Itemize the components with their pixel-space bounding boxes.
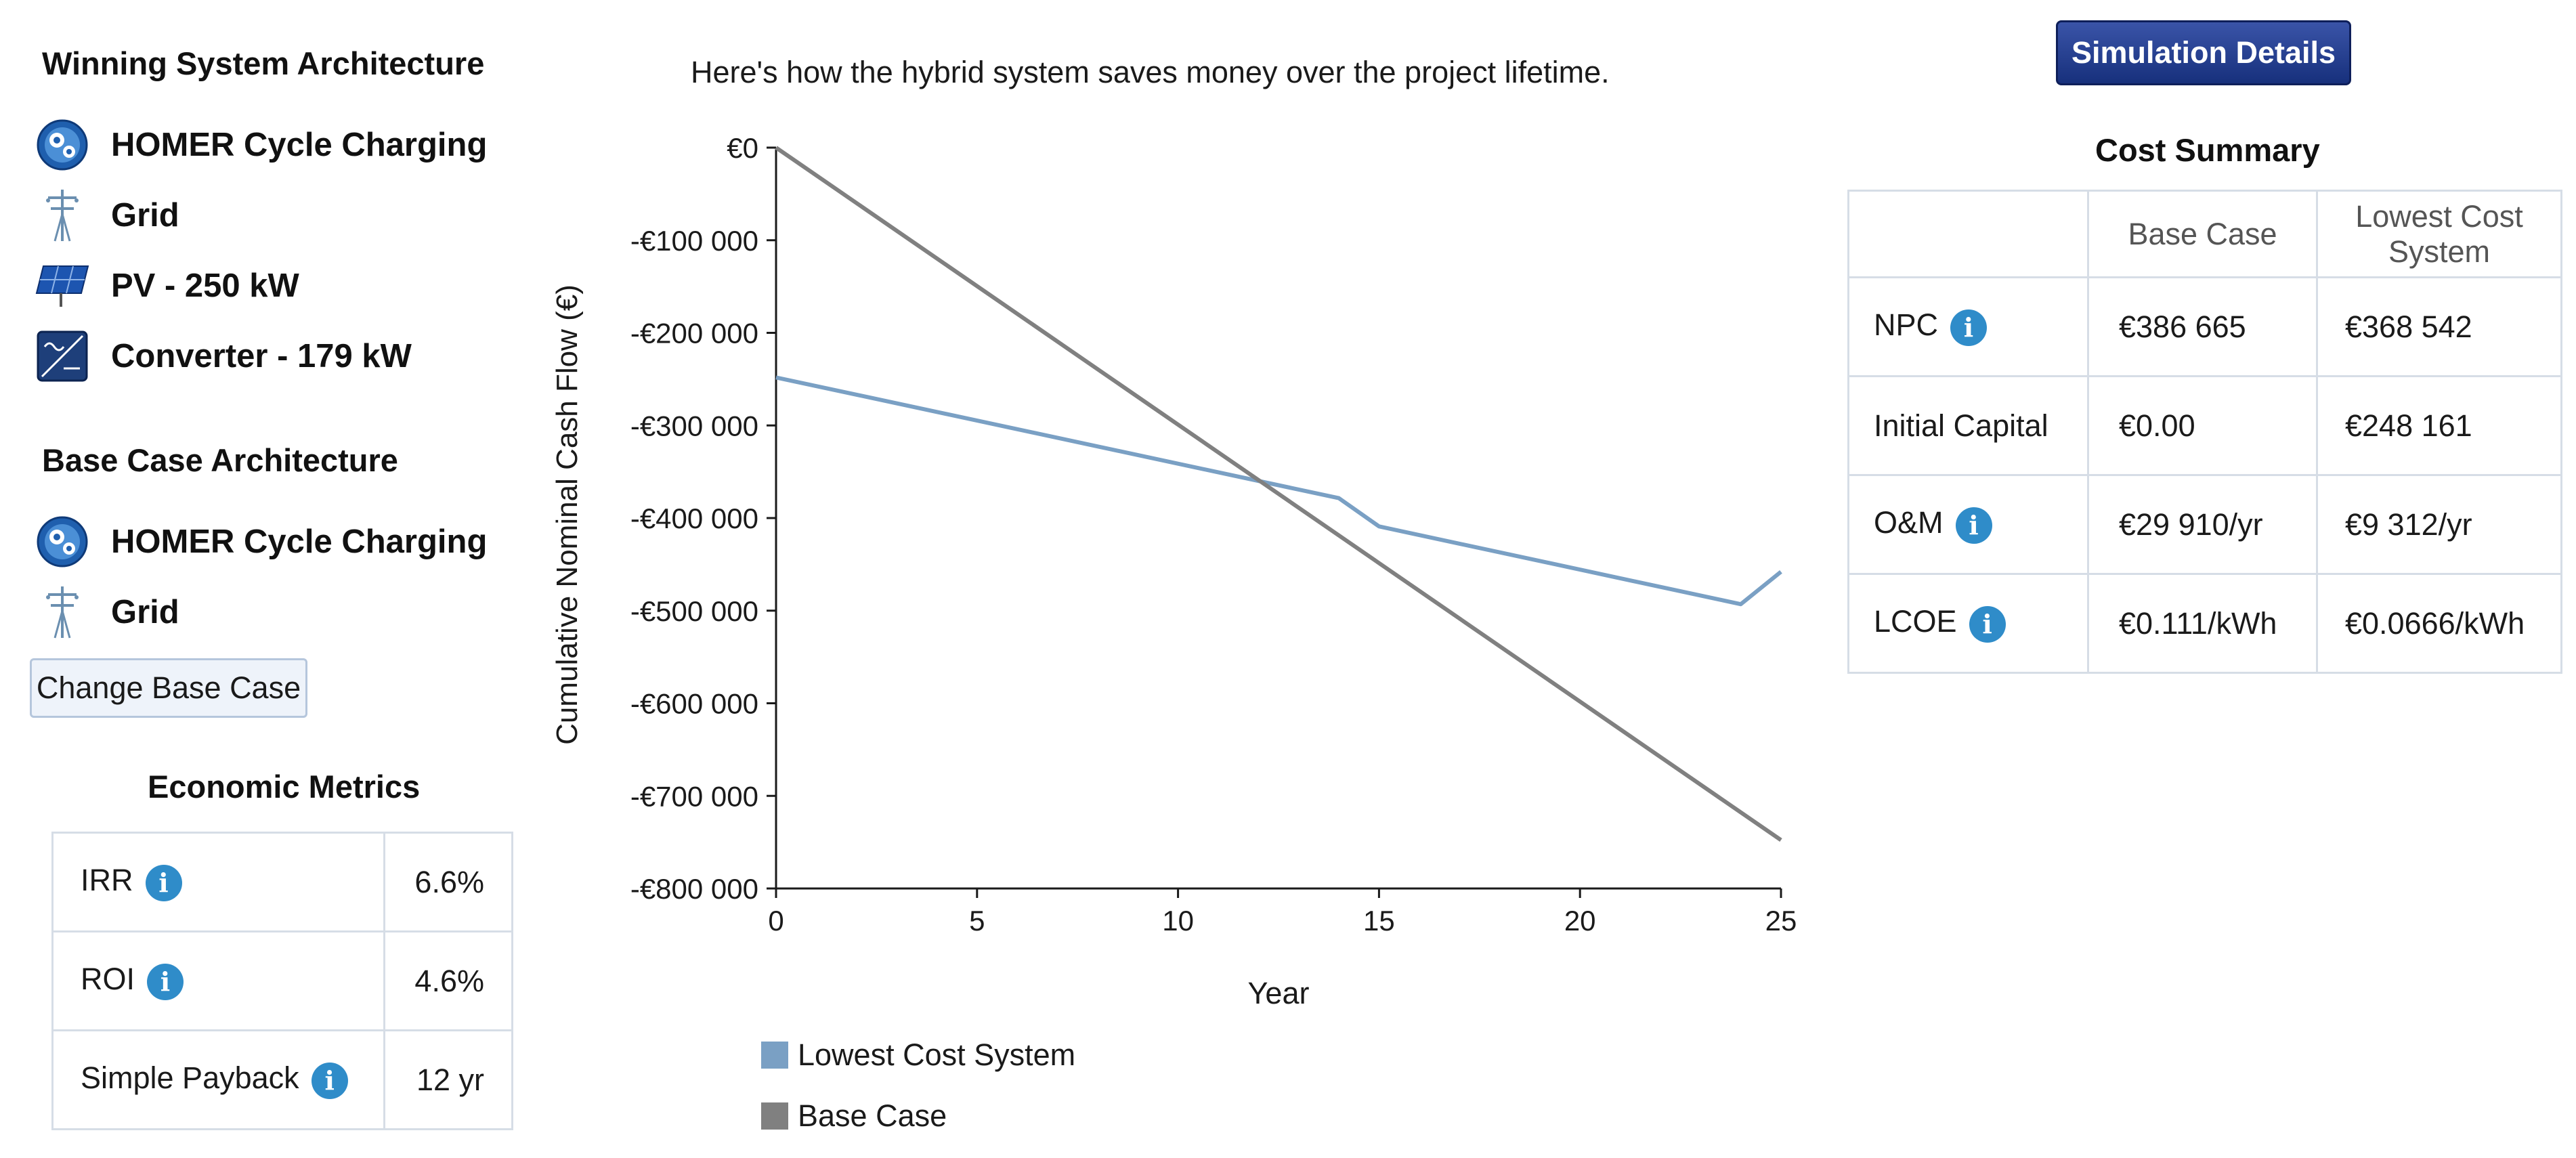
converter-icon <box>34 328 91 385</box>
info-icon[interactable]: i <box>311 1062 348 1099</box>
cost-lowest-value: €248 161 <box>2316 375 2562 476</box>
cost-lowest-value: €368 542 <box>2316 276 2562 377</box>
cost-label: O&M <box>1874 505 1944 540</box>
base-case-architecture-title: Base Case Architecture <box>42 442 398 478</box>
solar-panel-icon <box>34 257 91 314</box>
y-tick-label: -€400 000 <box>630 502 758 534</box>
base-item-label: Grid <box>111 594 179 630</box>
x-tick-label: 25 <box>1765 905 1797 937</box>
y-tick-label: €0 <box>727 132 758 164</box>
table-row: Initial Capital €0.00 €248 161 <box>1847 375 2562 476</box>
legend-swatch-lowest-cost <box>761 1042 788 1069</box>
legend-item-base-case: Base Case <box>761 1098 947 1134</box>
info-icon[interactable]: i <box>1969 605 2006 643</box>
table-row: Base Case Lowest Cost System <box>1847 190 2562 278</box>
metric-label-cell: ROI i <box>51 930 385 1031</box>
grid-tower-icon <box>34 584 91 641</box>
cost-label: NPC <box>1874 307 1939 343</box>
legend-item-lowest-cost: Lowest Cost System <box>761 1037 1075 1073</box>
table-row: Simple Payback i 12 yr <box>51 1029 513 1130</box>
change-base-case-button[interactable]: Change Base Case <box>30 658 307 718</box>
base-item-cycle-charging: HOMER Cycle Charging <box>34 513 487 570</box>
x-tick-label: 20 <box>1564 905 1596 937</box>
y-tick-label: -€200 000 <box>630 318 758 349</box>
y-tick-label: -€100 000 <box>630 225 758 257</box>
winning-item-label: PV - 250 kW <box>111 267 299 304</box>
header-base-case: Base Case <box>2087 190 2318 278</box>
x-tick-label: 0 <box>768 905 783 937</box>
info-icon[interactable]: i <box>147 963 184 1000</box>
series-line-base-case <box>775 146 1782 842</box>
series-line-lowest-cost <box>775 375 1782 607</box>
economic-metrics-title: Economic Metrics <box>148 769 421 805</box>
grid-tower-icon <box>34 187 91 244</box>
metric-label: ROI <box>81 962 135 997</box>
chart-y-axis-label: Cumulative Nominal Cash Flow (€) <box>551 284 584 745</box>
cost-label: LCOE <box>1874 604 1957 639</box>
cost-base-value: €29 910/yr <box>2087 474 2318 575</box>
metric-label: IRR <box>81 863 133 898</box>
info-icon[interactable]: i <box>1955 507 1992 544</box>
info-icon[interactable]: i <box>1950 309 1988 346</box>
header-lowest-cost: Lowest Cost System <box>2316 190 2562 278</box>
legend-swatch-base-case <box>761 1102 788 1130</box>
winning-item-pv: PV - 250 kW <box>34 257 299 314</box>
cost-label-cell: LCOE i <box>1847 573 2089 674</box>
table-row: ROI i 4.6% <box>51 930 513 1031</box>
y-tick-label: -€300 000 <box>630 410 758 442</box>
cost-summary-title: Cost Summary <box>2095 132 2320 168</box>
winning-architecture-title: Winning System Architecture <box>42 45 485 81</box>
legend-label: Lowest Cost System <box>798 1037 1076 1072</box>
table-row: LCOE i €0.111/kWh €0.0666/kWh <box>1847 573 2562 674</box>
chart-x-axis-label: Year <box>1248 976 1310 1010</box>
info-icon[interactable]: i <box>145 864 182 901</box>
y-tick-label: -€600 000 <box>630 688 758 720</box>
x-tick-label: 10 <box>1162 905 1194 937</box>
metric-value: 12 yr <box>383 1029 513 1130</box>
y-tick-label: -€800 000 <box>630 873 758 905</box>
economic-metrics-table: IRR i 6.6% ROI i 4.6% Simple Payback i 12 y… <box>51 832 513 1130</box>
winning-item-converter: Converter - 179 kW <box>34 328 412 385</box>
winning-item-label: HOMER Cycle Charging <box>111 127 488 163</box>
base-item-label: HOMER Cycle Charging <box>111 523 488 560</box>
cost-label-cell: O&M i <box>1847 474 2089 575</box>
winning-item-cycle-charging: HOMER Cycle Charging <box>34 116 487 173</box>
legend-label: Base Case <box>798 1098 947 1133</box>
cycle-charging-icon <box>34 513 91 570</box>
cost-base-value: €0.00 <box>2087 375 2318 476</box>
x-tick-label: 5 <box>969 905 985 937</box>
cost-lowest-value: €0.0666/kWh <box>2316 573 2562 674</box>
y-tick-label: -€700 000 <box>630 780 758 812</box>
simulation-details-button[interactable]: Simulation Details <box>2056 20 2351 85</box>
header-empty-cell <box>1847 190 2089 278</box>
winning-item-label: Converter - 179 kW <box>111 338 412 374</box>
metric-label-cell: IRR i <box>51 832 385 932</box>
cost-base-value: €0.111/kWh <box>2087 573 2318 674</box>
cost-summary-table: Base Case Lowest Cost System NPC i €386 6… <box>1847 190 2562 674</box>
table-row: NPC i €386 665 €368 542 <box>1847 276 2562 377</box>
cost-label: Initial Capital <box>1874 408 2048 443</box>
table-row: O&M i €29 910/yr €9 312/yr <box>1847 474 2562 575</box>
x-tick-label: 15 <box>1363 905 1395 937</box>
cost-lowest-value: €9 312/yr <box>2316 474 2562 575</box>
cycle-charging-icon <box>34 116 91 173</box>
table-row: IRR i 6.6% <box>51 832 513 932</box>
cost-base-value: €386 665 <box>2087 276 2318 377</box>
metric-label-cell: Simple Payback i <box>51 1029 385 1130</box>
base-item-grid: Grid <box>34 584 179 641</box>
cost-label-cell: NPC i <box>1847 276 2089 377</box>
metric-value: 4.6% <box>383 930 513 1031</box>
y-tick-label: -€500 000 <box>630 595 758 627</box>
metric-label: Simple Payback <box>81 1060 299 1096</box>
cost-label-cell: Initial Capital <box>1847 375 2089 476</box>
winning-item-grid: Grid <box>34 187 179 244</box>
winning-item-label: Grid <box>111 197 179 234</box>
chart-title: Here's how the hybrid system saves money… <box>691 55 1610 89</box>
metric-value: 6.6% <box>383 832 513 932</box>
